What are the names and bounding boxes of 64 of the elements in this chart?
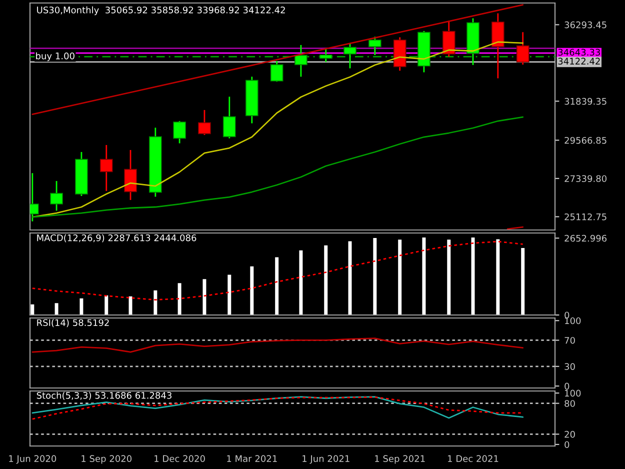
bar: [275, 257, 279, 315]
y-tick-label: 80: [564, 400, 575, 407]
candlestick: [319, 47, 332, 63]
ref-line-label: buy 1.00: [36, 52, 74, 62]
bar: [228, 274, 232, 315]
line-series: [32, 240, 524, 301]
bar: [54, 303, 58, 315]
candlestick: [442, 20, 456, 58]
bar: [521, 248, 525, 315]
y-tick-label: 25112.75: [564, 213, 606, 220]
x-tick-label: 1 Dec 2021: [448, 455, 498, 462]
y-tick-label: 30: [564, 363, 575, 370]
x-tick-label: 1 Jun 2021: [302, 455, 350, 464]
candlestick: [344, 42, 356, 69]
bar: [178, 283, 182, 315]
bar: [80, 298, 84, 315]
x-tick-label: 1 Jun 2020: [9, 455, 56, 464]
y-tick-label: 100: [565, 390, 581, 397]
candlestick: [100, 144, 113, 192]
bar: [202, 279, 206, 315]
y-tick-label: 27339.80: [564, 175, 607, 182]
x-tick-label: 1 Sep 2021: [375, 455, 425, 464]
candlestick: [50, 180, 63, 212]
ref-line-label: 34643.33: [558, 48, 600, 56]
candlestick: [516, 31, 530, 66]
candlestick: [222, 96, 236, 140]
bar: [496, 239, 500, 315]
y-tick-label: 0: [564, 382, 570, 390]
bar: [348, 241, 352, 315]
candlestick: [124, 149, 137, 201]
line-series: [32, 116, 524, 218]
x-tick-label: 1 Mar 2021: [227, 455, 277, 462]
y-tick-label: 31839.35: [564, 98, 606, 105]
y-tick-label: 36293.45: [564, 21, 606, 28]
chart-title: MACD(12,26,9) 2287.613 2444.086: [37, 234, 196, 242]
bar: [422, 238, 426, 315]
bar: [250, 266, 254, 315]
chart-title: RSI(14) 58.5192: [37, 319, 109, 328]
x-tick-label: 1 Dec 2020: [154, 455, 205, 462]
candlestick: [198, 109, 211, 136]
bar: [324, 245, 328, 315]
bar: [299, 250, 303, 315]
chart-title: US30,Monthly 35065.92 35858.92 33968.92 34122.42: [37, 6, 285, 16]
ref-line-label: 34122.42: [558, 58, 600, 65]
candlestick: [294, 44, 308, 78]
candlestick: [270, 60, 284, 82]
y-tick-label: 2652.996: [564, 234, 607, 242]
y-tick-label: 20: [564, 430, 575, 438]
bar: [154, 290, 158, 315]
y-tick-label: 100: [565, 317, 581, 324]
chart-title: Stoch(5,3,3) 53.1686 61.2843: [36, 392, 172, 400]
bar: [30, 304, 34, 315]
y-tick-label: 0: [564, 312, 570, 319]
candlestick: [173, 120, 186, 144]
y-tick-label: 0: [564, 441, 570, 448]
bar: [104, 295, 108, 315]
x-tick-label: 1 Sep 2020: [82, 455, 132, 464]
bar: [447, 240, 451, 315]
candlestick: [368, 36, 382, 56]
y-tick-label: 29566.85: [564, 136, 606, 144]
line-series: [32, 338, 524, 353]
bar: [373, 238, 377, 315]
y-tick-label: 70: [564, 336, 575, 344]
bar: [398, 240, 402, 315]
